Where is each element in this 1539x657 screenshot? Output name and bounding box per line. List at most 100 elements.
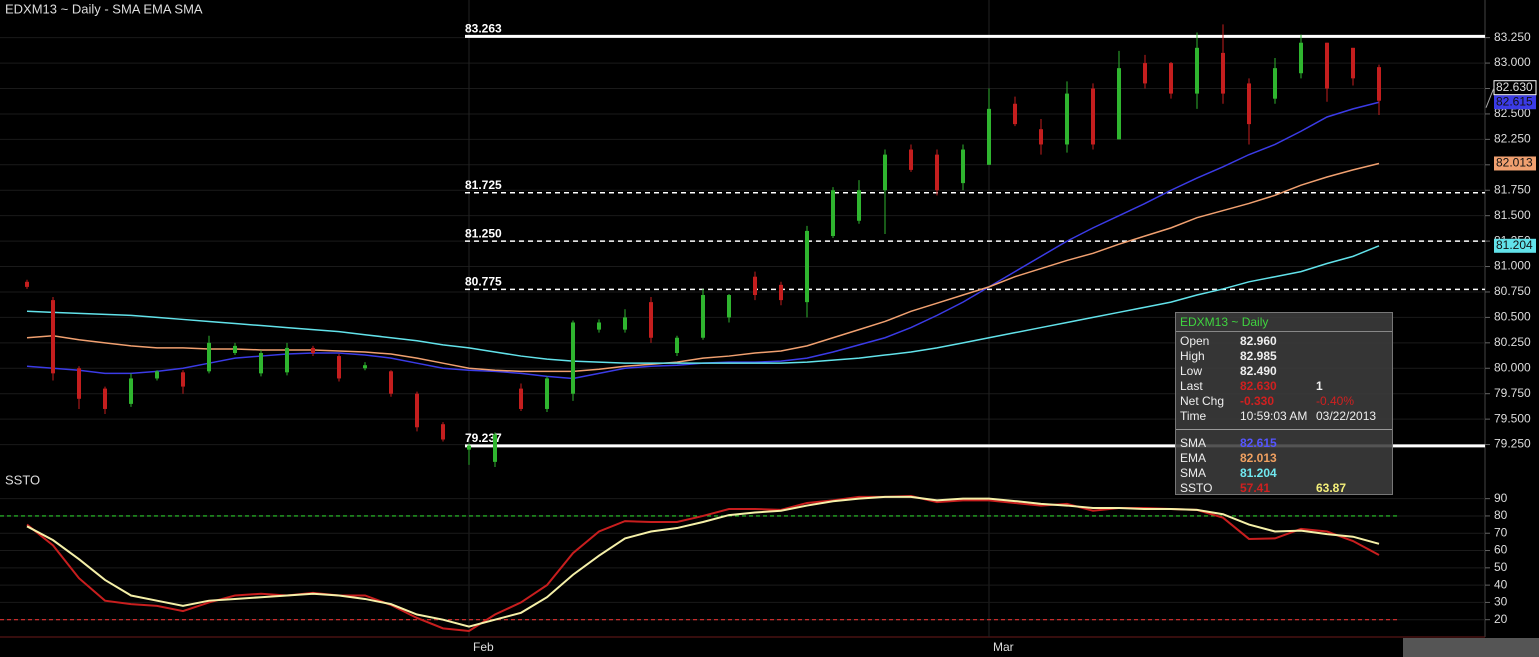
y-tick-label: 40 [1494,577,1508,591]
y-tick-label: 60 [1494,543,1508,557]
value-tag [1494,156,1536,171]
y-tick-label: 80 [1494,508,1508,522]
y-tick-label: 79.250 [1494,437,1531,451]
candle-body [675,337,679,354]
value-tag-label: 81.204 [1496,238,1533,252]
candle-body [649,302,653,338]
value-tag-label: 82.013 [1496,156,1533,170]
value: 82.960 [1240,334,1277,348]
indicator-line [26,162,1380,373]
candle-body [727,295,731,318]
candle-body [961,149,965,184]
value: 10:59:03 AM [1240,409,1308,423]
value-tag [1494,238,1536,253]
y-tick-label: 50 [1494,560,1508,574]
last-price-label: 82.630 [1496,80,1533,94]
label: EMA [1180,451,1207,465]
label: Low [1180,364,1203,378]
candle-body [363,365,367,369]
candle-body [311,347,315,354]
candle-body [1377,67,1381,101]
candle-body [831,190,835,237]
candle-body [571,322,575,394]
y-tick-label: 81.500 [1494,208,1531,222]
candle-body [103,388,107,409]
level-label: 83.263 [465,21,502,35]
candle-body [441,424,445,440]
candle-body [545,378,549,409]
candle-body [857,190,861,221]
candle-body [1169,63,1173,94]
candle-body [1195,47,1199,94]
candle-body [389,371,393,394]
value: 82.615 [1240,436,1277,450]
separator [1176,429,1392,430]
candle-body [1273,68,1277,99]
value: -0.40% [1316,394,1355,408]
candle-body [805,230,809,303]
level-label: 81.250 [465,226,502,240]
y-tick-label: 20 [1494,612,1508,626]
candle-body [259,353,263,374]
value: 82.985 [1240,349,1277,363]
candle-body [207,342,211,372]
scrollbar[interactable] [1403,638,1539,657]
candle-body [1325,42,1329,89]
candle-body [285,347,289,373]
label: SMA [1180,466,1207,480]
value: -0.330 [1240,394,1275,408]
label: SSTO [1180,481,1213,495]
label: Open [1180,334,1210,348]
value: 03/22/2013 [1316,409,1377,423]
candle-body [337,356,341,379]
candle-body [1299,42,1303,74]
value: 1 [1316,379,1323,393]
candle-body [1091,88,1095,145]
label: SMA [1180,436,1207,450]
label: Net Chg [1180,394,1225,408]
y-tick-label: 90 [1494,491,1508,505]
label: Last [1180,379,1203,393]
level-label: 79.237 [465,431,502,445]
x-tick-label: Feb [473,640,494,654]
tooltip: EDXM13 ~ Daily Open 82.960 High 82.985 Low… [1175,312,1393,495]
candle-body [779,284,783,301]
candle-body [1143,63,1147,84]
candle-body [597,322,601,330]
y-tick-label: 80.250 [1494,335,1531,349]
y-tick-label: 80.500 [1494,310,1531,324]
candle-body [1351,47,1355,79]
tooltip-title: EDXM13 ~ Daily [1176,313,1392,332]
chart-title: EDXM13 ~ Daily - SMA EMA SMA [5,1,203,16]
candle-body [753,276,757,296]
label: High [1180,349,1205,363]
value: 63.87 [1316,481,1347,495]
candle-body [129,378,133,404]
candle-body [1039,129,1043,145]
y-tick-label: 80.000 [1494,360,1531,374]
candle-body [987,108,991,165]
value-tag-label: 82.615 [1496,94,1533,108]
value: 82.490 [1240,364,1277,378]
y-tick-label: 30 [1494,595,1508,609]
y-tick-label: 70 [1494,525,1508,539]
y-tick-label: 82.250 [1494,132,1531,146]
y-tick-label: 79.750 [1494,386,1531,400]
value: 57.41 [1240,481,1271,495]
level-label: 80.775 [465,275,502,289]
candle-body [181,372,185,387]
value-tag [1494,95,1536,110]
candle-body [467,445,471,450]
panel-title: SSTO [5,472,40,487]
candle-body [233,345,237,354]
y-tick-label: 83.250 [1494,30,1531,44]
y-tick-label: 83.000 [1494,55,1531,69]
y-tick-label: 79.500 [1494,411,1531,425]
y-tick-label: 81.000 [1494,259,1531,273]
candle-body [493,434,497,462]
last-price-connector [1485,87,1495,108]
candle-body [1117,68,1121,140]
value: 81.204 [1240,466,1277,480]
candle-body [25,281,29,287]
